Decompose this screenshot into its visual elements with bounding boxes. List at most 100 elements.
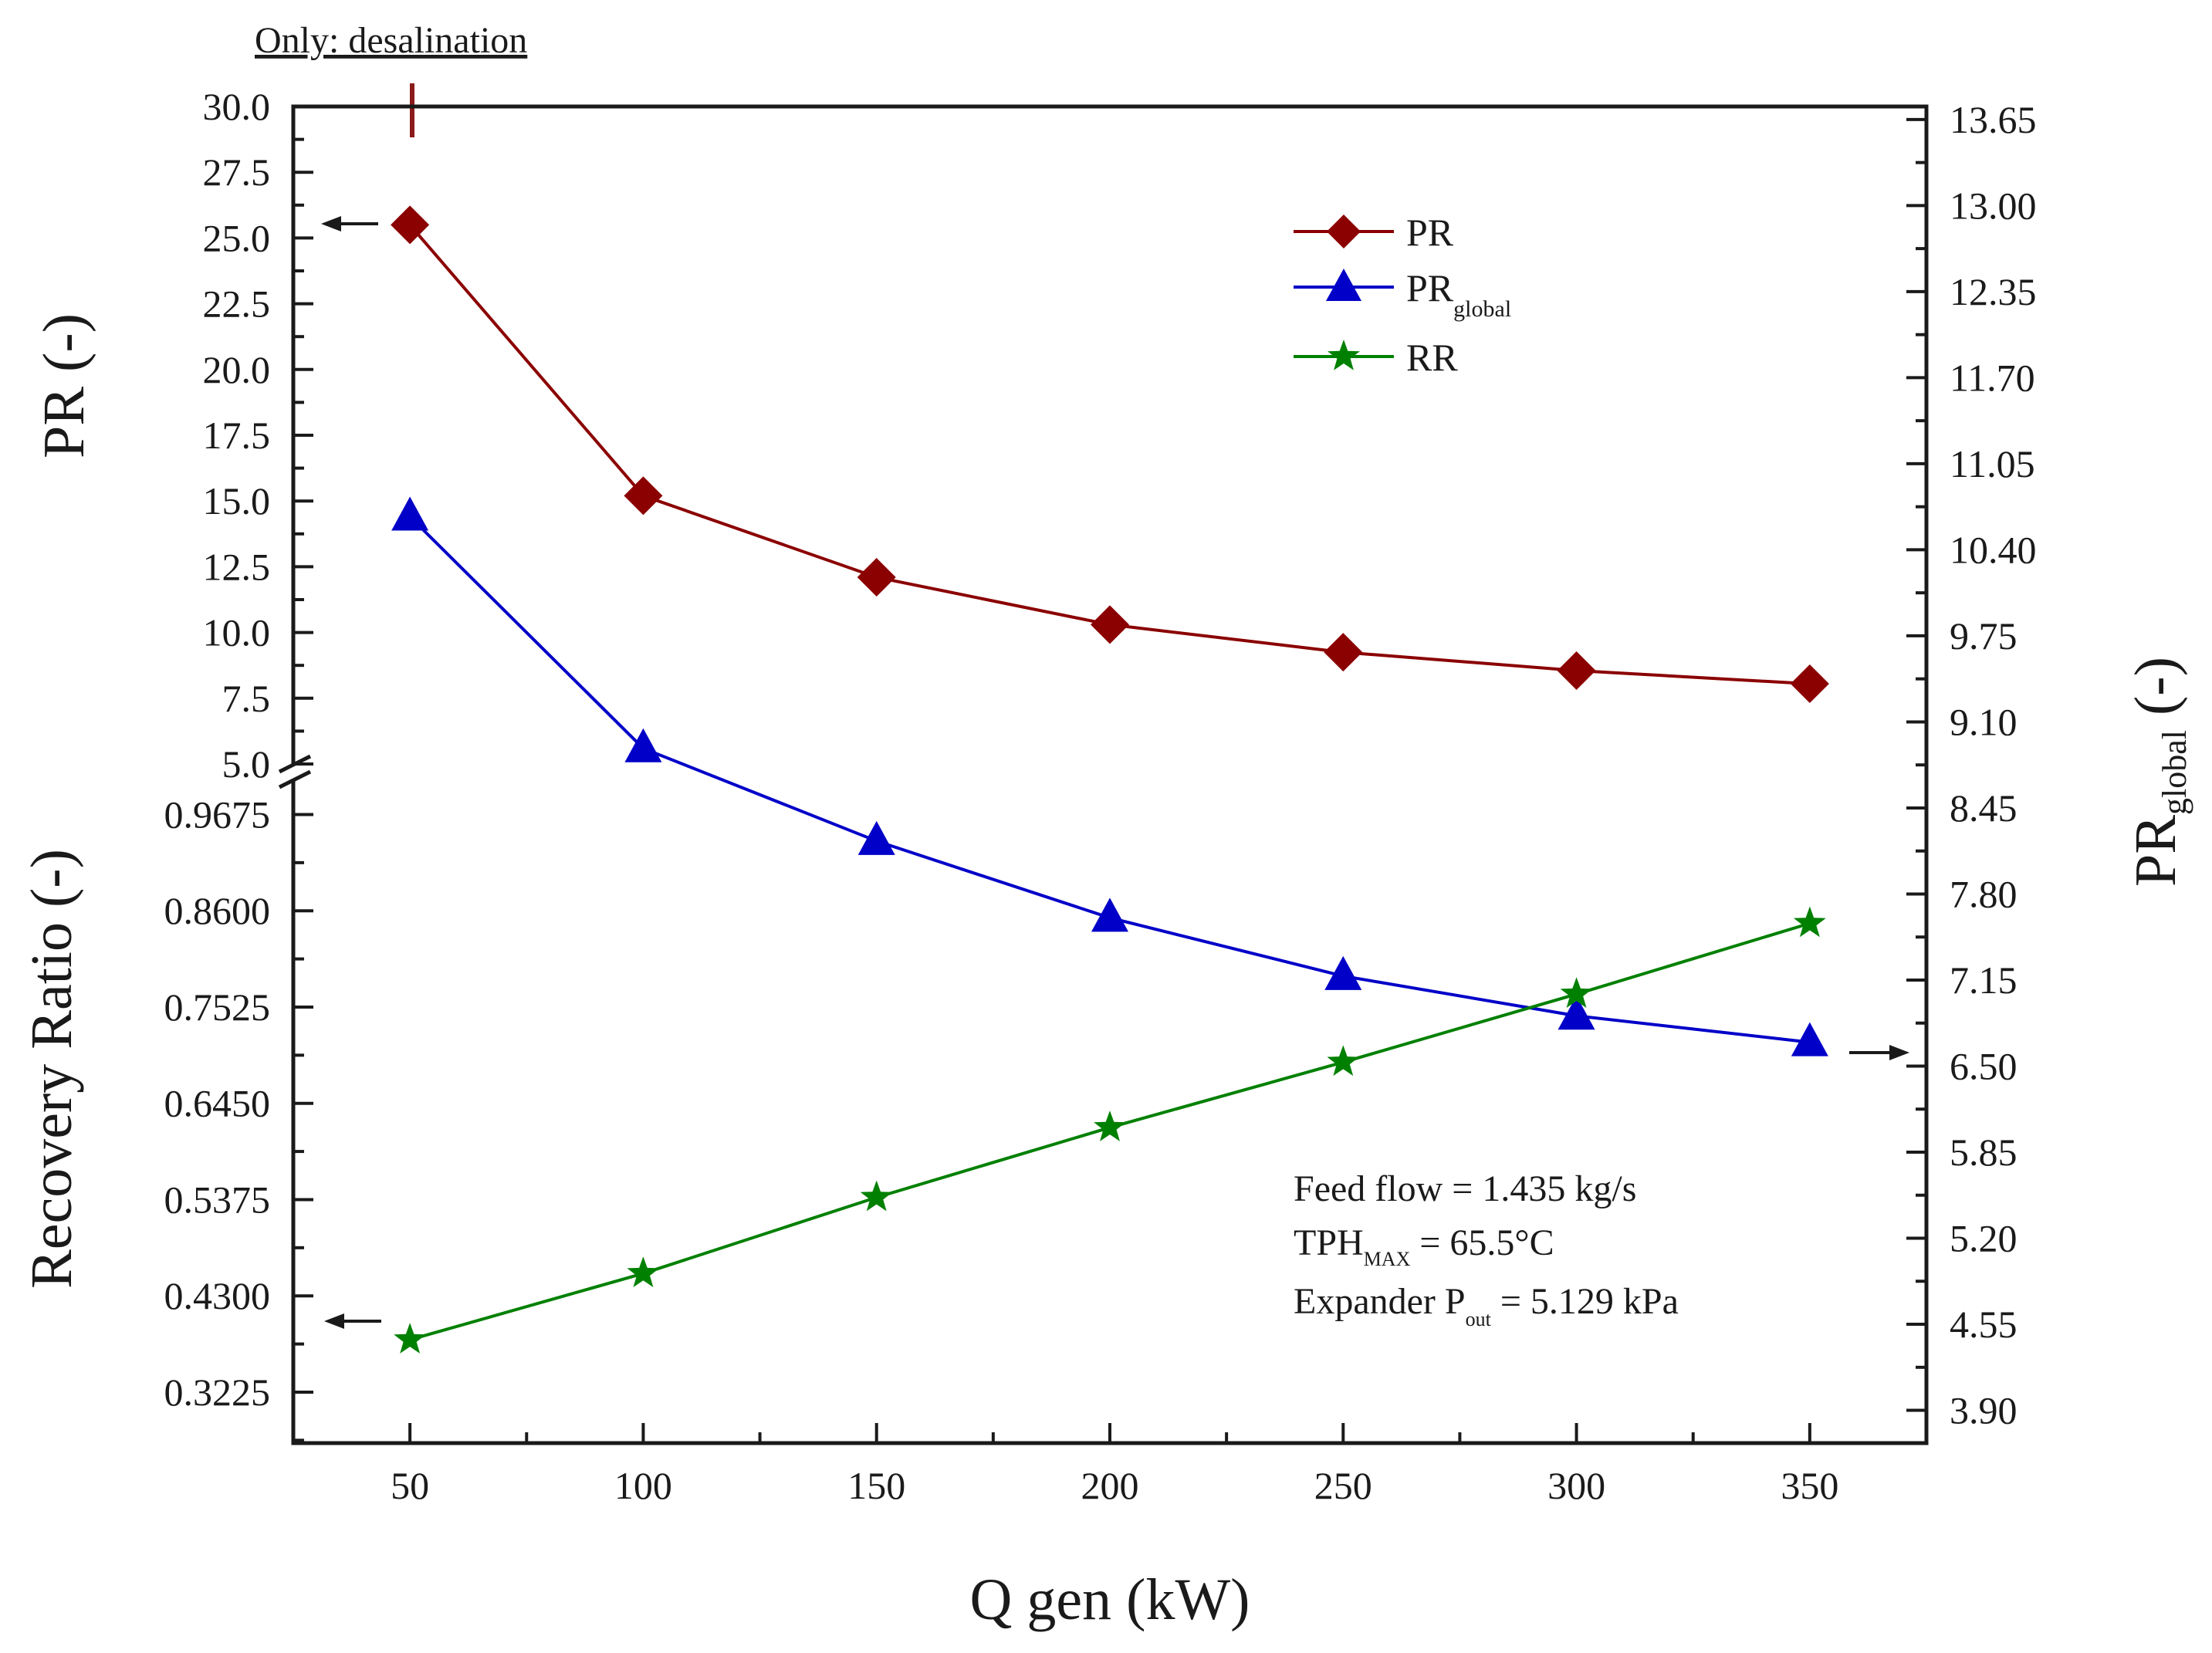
annotation-tph-max: TPHMAX = 65.5°C <box>1294 1222 1554 1270</box>
data-point-pr-global <box>1558 996 1595 1030</box>
left-upper-tick-label: 12.5 <box>203 545 271 588</box>
left-upper-tick-label: 17.5 <box>203 414 271 457</box>
data-point-rr <box>1094 1110 1126 1141</box>
right-axis-title: PRglobal (-) <box>2123 657 2193 887</box>
left-lower-tick-label: 0.7525 <box>164 985 271 1029</box>
left-upper-axis-title: PR (-) <box>32 313 96 458</box>
pr-axis-arrow <box>321 216 378 232</box>
x-tick-label: 350 <box>1781 1464 1838 1507</box>
data-point-pr-global <box>1324 955 1362 990</box>
x-tick-label: 150 <box>847 1464 905 1507</box>
data-point-pr-global <box>857 820 895 855</box>
right-tick-label: 12.35 <box>1950 270 2037 313</box>
left-lower-tick-label: 0.4300 <box>164 1274 271 1317</box>
x-tick-label: 100 <box>614 1464 672 1507</box>
data-point-rr <box>860 1180 893 1212</box>
annotation-expander-pout: Expander Pout = 5.129 kPa <box>1294 1281 1679 1330</box>
data-point-pr <box>857 558 896 597</box>
annotation-tph-sub: MAX <box>1364 1248 1411 1270</box>
data-point-pr <box>624 476 663 516</box>
legend-label-pr: PR <box>1406 211 1454 254</box>
x-axis-title: Q gen (kW) <box>970 1567 1250 1632</box>
right-tick-label: 7.15 <box>1950 958 2018 1002</box>
left-lower-tick-label: 0.8600 <box>164 889 271 932</box>
legend-item-pr: PR <box>1294 211 1454 254</box>
left-lower-tick-label: 0.5375 <box>164 1178 271 1221</box>
right-tick-label: 10.40 <box>1950 528 2037 571</box>
data-point-pr-global <box>624 728 662 762</box>
right-tick-label: 3.90 <box>1950 1389 2018 1432</box>
data-point-rr <box>394 1323 427 1354</box>
right-tick-label: 8.45 <box>1950 786 2018 830</box>
left-upper-tick-label: 5.0 <box>222 742 271 786</box>
left-lower-tick-label: 0.6450 <box>164 1082 271 1125</box>
data-point-pr <box>1790 664 1829 704</box>
annotation-tph-main: TPH <box>1294 1222 1364 1263</box>
right-tick-label: 13.65 <box>1950 98 2037 141</box>
data-point-pr-global <box>1791 1022 1828 1056</box>
x-tick-label: 50 <box>391 1464 429 1507</box>
right-tick-label: 11.05 <box>1950 442 2035 485</box>
data-point-rr <box>1327 1045 1360 1077</box>
data-point-pr <box>1324 633 1363 672</box>
left-upper-tick-label: 20.0 <box>203 348 271 391</box>
left-upper-tick-label: 25.0 <box>203 216 271 259</box>
data-point-pr <box>1091 605 1129 644</box>
left-upper-tick-label: 15.0 <box>203 479 271 522</box>
annotation-pout-sub: out <box>1466 1308 1492 1330</box>
legend-label-pr-global-sub: global <box>1453 296 1511 322</box>
right-tick-label: 5.85 <box>1950 1131 2018 1174</box>
annotation-tph-rest: = 65.5°C <box>1410 1222 1554 1263</box>
right-tick-label: 13.00 <box>1950 184 2037 227</box>
x-tick-label: 250 <box>1314 1464 1372 1507</box>
legend-item-pr-global: PRglobal <box>1294 266 1511 322</box>
data-point-pr-global <box>1091 897 1128 932</box>
legend-triangle-marker <box>1326 269 1361 301</box>
x-tick-label: 300 <box>1547 1464 1605 1507</box>
left-lower-axis-title: Recovery Ratio (-) <box>19 849 84 1289</box>
data-point-pr-global <box>391 496 429 531</box>
right-axis-title-main: PR <box>2123 815 2188 887</box>
legend-item-rr: RR <box>1294 336 1458 379</box>
left-lower-tick-label: 0.9675 <box>164 793 271 836</box>
left-upper-tick-label: 27.5 <box>203 150 271 194</box>
right-axis-title-suffix: (-) <box>2123 657 2188 730</box>
parameters-annotation: Feed flow = 1.435 kg/s TPHMAX = 65.5°C E… <box>1294 1168 1679 1330</box>
right-tick-label: 7.80 <box>1950 872 2018 915</box>
data-point-rr <box>627 1256 660 1287</box>
legend: PR PRglobal RR <box>1294 211 1511 379</box>
annotation-feed-flow: Feed flow = 1.435 kg/s <box>1294 1168 1636 1209</box>
right-tick-label: 6.50 <box>1950 1044 2018 1087</box>
left-lower-tick-label: 0.3225 <box>164 1371 271 1414</box>
left-upper-tick-label: 7.5 <box>222 677 271 720</box>
legend-label-pr-global-main: PR <box>1406 266 1454 309</box>
legend-label-pr-global: PRglobal <box>1406 266 1511 322</box>
x-axis-ticks: 50 100 150 200 250 300 350 <box>292 1423 1928 1507</box>
right-axis-title-sub: global <box>2156 730 2193 815</box>
right-tick-label: 4.55 <box>1950 1303 2018 1346</box>
left-lower-axis-ticks: 0.9675 0.8600 0.7525 0.6450 0.5375 0.4300 0.32… <box>164 793 313 1442</box>
data-point-pr <box>1557 651 1596 691</box>
annotation-pout-rest: = 5.129 kPa <box>1491 1281 1679 1322</box>
left-upper-tick-label: 30.0 <box>203 85 271 128</box>
left-upper-tick-label: 10.0 <box>203 611 271 654</box>
rr-axis-arrow <box>324 1313 381 1329</box>
top-annotation: Only: desalination <box>255 20 527 61</box>
right-tick-label: 11.70 <box>1950 356 2035 399</box>
left-upper-tick-label: 22.5 <box>203 282 271 326</box>
legend-star-marker <box>1328 340 1360 370</box>
axis-arrows <box>321 216 1909 1329</box>
annotation-pout-main: Expander P <box>1294 1281 1466 1322</box>
pr-global-axis-arrow <box>1849 1045 1909 1060</box>
data-point-rr <box>1560 977 1593 1008</box>
right-tick-label: 9.10 <box>1950 700 2018 743</box>
data-point-rr <box>1793 906 1826 938</box>
data-point-pr <box>391 205 430 245</box>
legend-label-rr: RR <box>1406 336 1458 379</box>
right-tick-label: 9.75 <box>1950 614 2018 657</box>
legend-star-shape <box>1328 340 1360 370</box>
series-layer <box>391 205 1829 1354</box>
right-axis-ticks: 13.65 13.00 12.35 11.70 11.05 10.40 9.75 9.10 8.… <box>1906 98 2037 1432</box>
legend-diamond-marker <box>1327 215 1361 248</box>
